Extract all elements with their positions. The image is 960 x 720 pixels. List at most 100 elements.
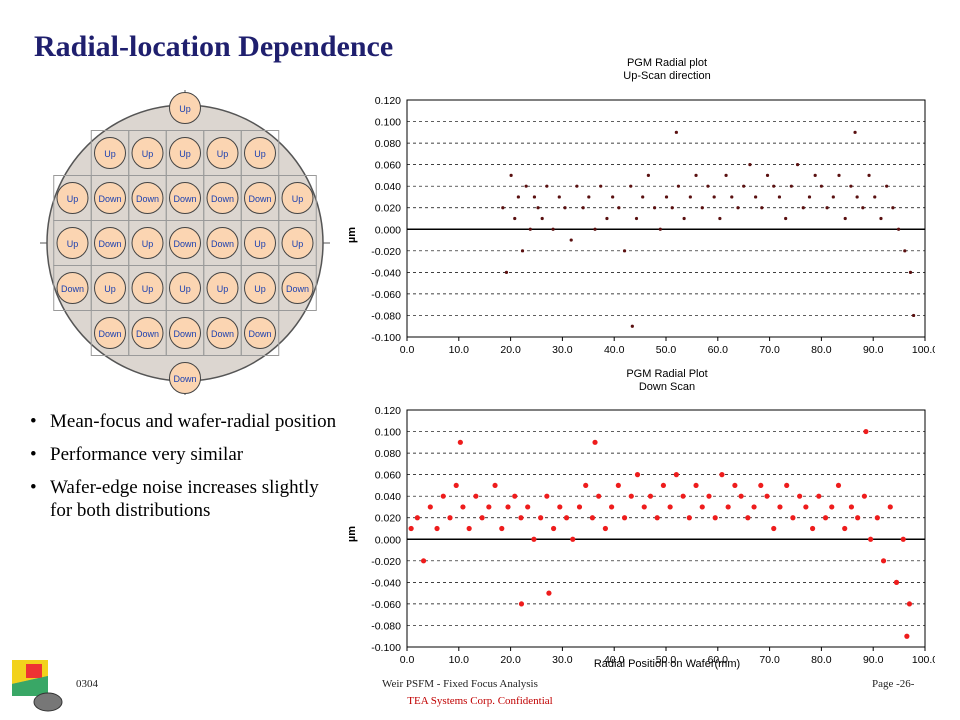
die-label: Up bbox=[292, 194, 304, 204]
die-label: Up bbox=[292, 239, 304, 249]
die-label: Down bbox=[173, 239, 196, 249]
data-point bbox=[593, 227, 597, 231]
plot-area bbox=[406, 99, 926, 338]
company-logo-icon bbox=[12, 660, 63, 712]
data-point bbox=[772, 184, 776, 188]
data-point bbox=[609, 504, 615, 510]
die-site bbox=[131, 317, 164, 349]
y-tick-label: -0.060 bbox=[371, 599, 401, 611]
data-point bbox=[706, 493, 712, 499]
y-tick-label: -0.020 bbox=[371, 246, 401, 258]
data-point bbox=[758, 482, 764, 489]
die-cell-border bbox=[278, 265, 317, 311]
data-point bbox=[602, 525, 608, 532]
die-label: Up bbox=[254, 284, 266, 294]
die-site bbox=[94, 317, 126, 349]
data-point bbox=[667, 504, 673, 510]
plot-area bbox=[406, 409, 926, 648]
data-point bbox=[777, 195, 782, 199]
die-label: Down bbox=[248, 329, 271, 339]
data-point bbox=[453, 482, 459, 489]
die-label: Up bbox=[142, 149, 154, 159]
data-point bbox=[725, 504, 731, 510]
data-point bbox=[473, 493, 479, 499]
y-tick-label: 0.040 bbox=[375, 491, 401, 503]
x-tick-label: 40.0 bbox=[604, 654, 625, 666]
data-point bbox=[520, 249, 525, 253]
data-point bbox=[904, 633, 910, 639]
data-point bbox=[557, 195, 561, 199]
x-tick-label: 100.0 bbox=[912, 654, 935, 666]
chart-subtitle: Down Scan bbox=[639, 381, 695, 393]
y-tick-label: -0.040 bbox=[371, 267, 401, 279]
die-label: Down bbox=[173, 329, 196, 339]
data-point bbox=[576, 504, 583, 510]
data-point bbox=[874, 515, 880, 521]
data-point bbox=[789, 184, 793, 188]
data-point bbox=[738, 493, 744, 499]
die-label: Up bbox=[104, 284, 116, 294]
data-point bbox=[863, 428, 869, 435]
y-tick-label: 0.100 bbox=[375, 117, 401, 129]
x-tick-label: 30.0 bbox=[552, 654, 573, 666]
data-point bbox=[813, 173, 817, 178]
die-label: Up bbox=[217, 284, 229, 294]
die-site bbox=[169, 317, 201, 349]
data-point bbox=[842, 525, 848, 532]
die-label: Down bbox=[211, 239, 234, 249]
x-tick-label: 50.0 bbox=[656, 344, 677, 356]
data-point bbox=[765, 173, 770, 178]
chart-title: PGM Radial plot bbox=[627, 57, 707, 69]
y-tick-label: -0.080 bbox=[371, 310, 401, 322]
data-point bbox=[837, 173, 841, 178]
die-label: Up bbox=[104, 149, 116, 159]
data-point bbox=[807, 195, 812, 199]
y-axis-label: µm bbox=[346, 227, 358, 243]
data-point bbox=[831, 195, 835, 199]
data-point bbox=[457, 439, 463, 445]
die-label: Down bbox=[98, 329, 121, 339]
data-point bbox=[420, 558, 427, 564]
data-point bbox=[712, 195, 716, 199]
data-point bbox=[790, 515, 796, 521]
die-site bbox=[244, 182, 276, 214]
data-point bbox=[538, 515, 544, 521]
chart-subtitle: Up-Scan direction bbox=[623, 70, 710, 82]
die-label: Up bbox=[142, 239, 154, 249]
data-point bbox=[596, 493, 602, 499]
data-point bbox=[654, 515, 660, 521]
data-point bbox=[545, 184, 549, 188]
data-point bbox=[581, 206, 585, 210]
data-point bbox=[617, 206, 621, 210]
x-tick-label: 0.0 bbox=[400, 344, 415, 356]
die-site bbox=[244, 227, 276, 259]
data-point bbox=[575, 184, 579, 188]
data-point bbox=[896, 227, 901, 231]
x-tick-label: 30.0 bbox=[552, 344, 573, 356]
die-label: Down bbox=[136, 329, 159, 339]
die-site bbox=[56, 272, 89, 304]
data-point bbox=[512, 493, 518, 499]
data-point bbox=[486, 504, 492, 510]
die-site bbox=[169, 362, 201, 394]
y-tick-label: 0.000 bbox=[375, 534, 401, 546]
y-tick-label: 0.080 bbox=[375, 138, 401, 150]
data-point bbox=[653, 206, 657, 210]
data-point bbox=[771, 525, 777, 532]
data-point bbox=[880, 558, 887, 564]
y-tick-label: -0.040 bbox=[371, 577, 401, 589]
data-point bbox=[903, 249, 907, 253]
data-point bbox=[891, 206, 895, 210]
data-point bbox=[509, 173, 513, 178]
data-point bbox=[528, 227, 532, 231]
wafer-die-grid: Up Up Up Up Up Up Up Down Down Down Down Down Up Up Do… bbox=[53, 92, 317, 394]
data-point bbox=[724, 173, 728, 178]
x-tick-label: 100.0 bbox=[912, 344, 935, 356]
slide-title: Radial-location Dependence bbox=[34, 30, 394, 63]
die-site bbox=[244, 317, 276, 349]
y-tick-label: 0.120 bbox=[375, 405, 401, 417]
data-point bbox=[658, 227, 662, 231]
data-point bbox=[408, 525, 414, 532]
data-point bbox=[912, 313, 916, 318]
die-label: Down bbox=[211, 329, 234, 339]
